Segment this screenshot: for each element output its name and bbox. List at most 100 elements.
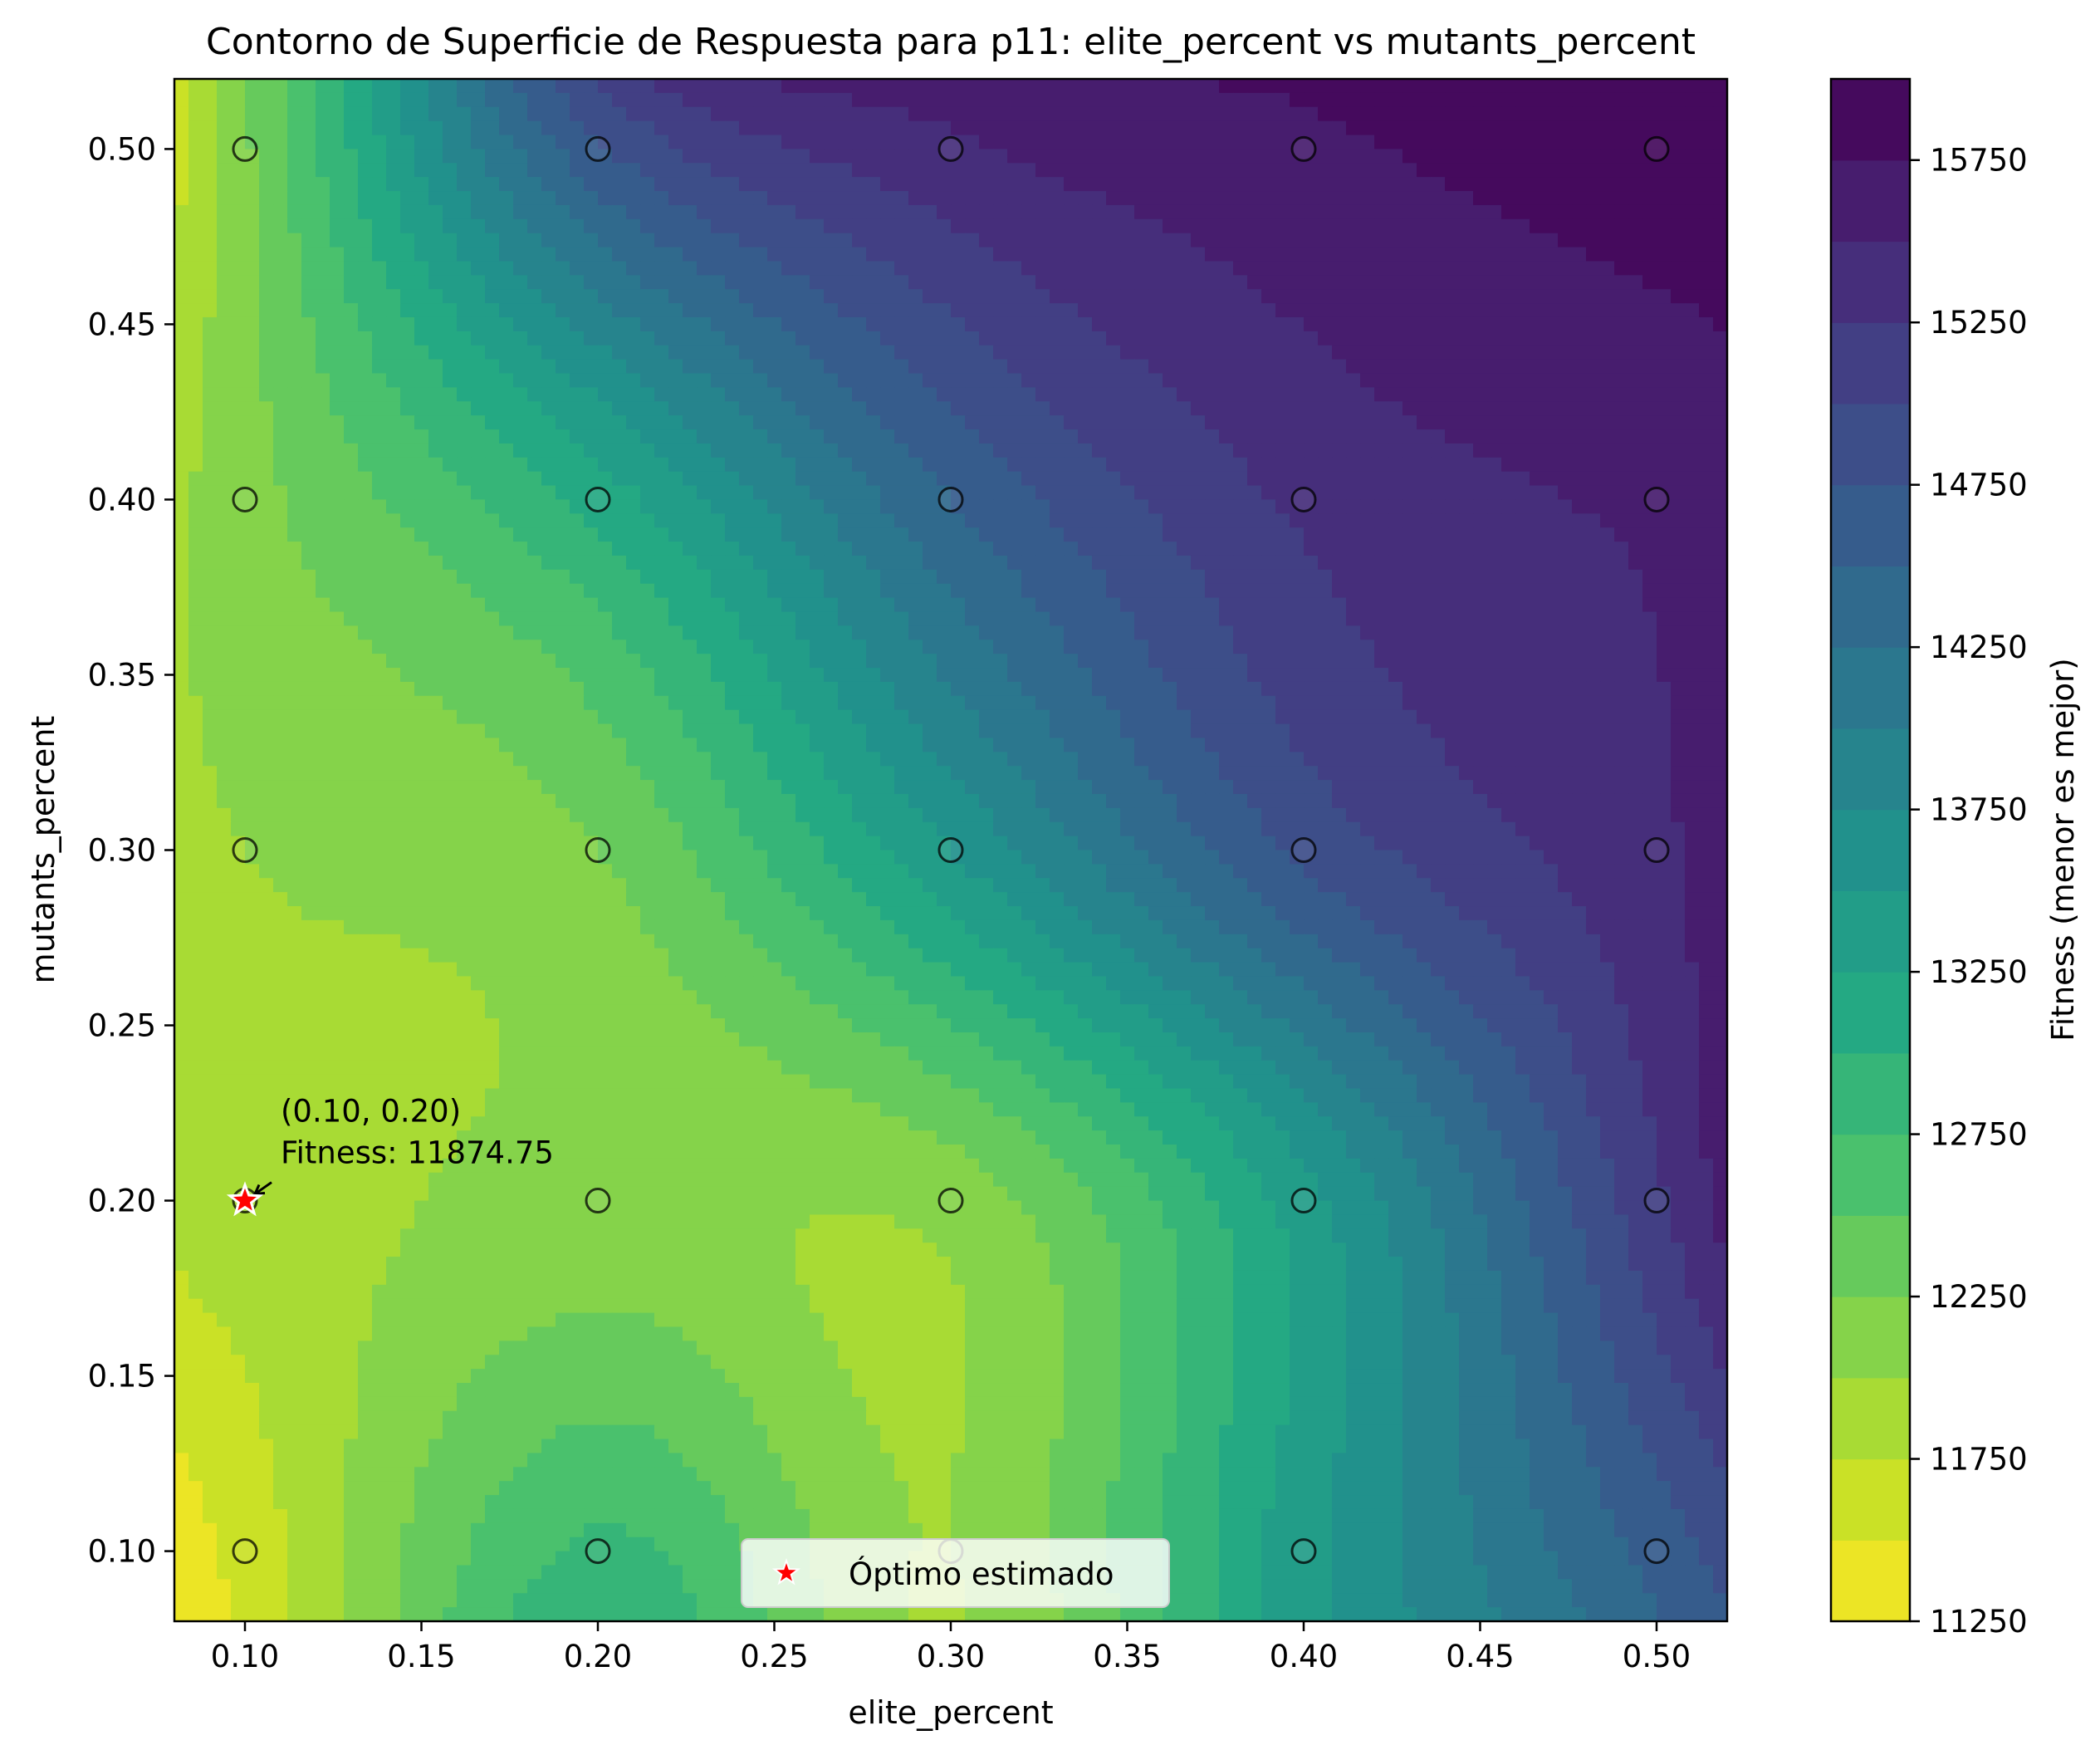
- contour-cell: [1671, 345, 1686, 360]
- contour-cell: [386, 654, 401, 669]
- contour-cell: [457, 204, 472, 220]
- contour-cell: [1501, 527, 1516, 542]
- contour-cell: [612, 135, 627, 150]
- contour-cell: [1685, 597, 1700, 613]
- contour-cell: [471, 316, 486, 332]
- contour-cell: [330, 429, 345, 444]
- contour-cell: [1346, 345, 1361, 360]
- contour-cell: [824, 149, 839, 164]
- contour-cell: [1530, 415, 1544, 430]
- contour-cell: [937, 542, 952, 556]
- contour-cell: [1148, 120, 1163, 136]
- contour-cell: [1233, 429, 1248, 444]
- contour-cell: [1459, 654, 1474, 669]
- contour-cell: [965, 331, 980, 346]
- contour-cell: [1600, 415, 1615, 430]
- contour-cell: [894, 289, 909, 304]
- contour-cell: [1685, 429, 1700, 444]
- contour-cell: [668, 429, 683, 444]
- contour-cell: [612, 625, 627, 641]
- contour-cell: [259, 695, 274, 711]
- contour-cell: [1713, 233, 1727, 248]
- contour-cell: [1233, 106, 1248, 122]
- contour-cell: [259, 583, 274, 599]
- contour-cell: [937, 681, 952, 697]
- contour-cell: [654, 443, 669, 458]
- contour-cell: [386, 542, 401, 556]
- contour-cell: [824, 373, 839, 389]
- contour-cell: [626, 457, 641, 473]
- contour-cell: [1544, 120, 1559, 136]
- contour-cell: [1092, 331, 1107, 346]
- contour-cell: [979, 654, 994, 669]
- contour-cell: [1417, 457, 1432, 473]
- contour-cell: [485, 513, 500, 529]
- contour-cell: [372, 485, 387, 501]
- contour-cell: [330, 597, 345, 613]
- contour-cell: [499, 513, 514, 529]
- contour-cell: [443, 668, 458, 683]
- contour-cell: [1290, 261, 1305, 277]
- contour-cell: [908, 191, 923, 206]
- contour-cell: [725, 471, 740, 487]
- contour-cell: [993, 457, 1008, 473]
- contour-cell: [1261, 681, 1276, 697]
- contour-cell: [1332, 583, 1347, 599]
- contour-cell: [527, 611, 542, 627]
- contour-cell: [188, 457, 203, 473]
- contour-cell: [1628, 373, 1643, 389]
- contour-cell: [1445, 135, 1460, 150]
- contour-cell: [923, 401, 937, 416]
- contour-cell: [513, 555, 528, 571]
- contour-cell: [993, 218, 1008, 234]
- contour-cell: [1713, 625, 1727, 641]
- contour-cell: [640, 149, 655, 164]
- contour-cell: [358, 79, 373, 94]
- contour-cell: [1106, 149, 1121, 164]
- contour-cell: [301, 106, 316, 122]
- contour-cell: [1586, 316, 1601, 332]
- contour-cell: [1332, 92, 1347, 108]
- contour-cell: [1346, 527, 1361, 542]
- contour-cell: [513, 597, 528, 613]
- contour-cell: [259, 401, 274, 416]
- contour-cell: [358, 289, 373, 304]
- contour-cell: [1699, 695, 1714, 711]
- contour-cell: [1332, 316, 1347, 332]
- contour-cell: [584, 92, 599, 108]
- contour-cell: [457, 499, 472, 515]
- contour-cell: [1572, 443, 1587, 458]
- contour-cell: [1191, 204, 1206, 220]
- contour-cell: [541, 485, 556, 501]
- contour-cell: [1657, 527, 1672, 542]
- contour-cell: [1247, 373, 1262, 389]
- contour-cell: [951, 204, 966, 220]
- contour-cell: [1078, 275, 1093, 291]
- contour-cell: [1515, 149, 1530, 164]
- contour-cell: [428, 233, 443, 248]
- contour-cell: [188, 569, 203, 585]
- contour-cell: [1487, 542, 1502, 556]
- contour-cell: [1247, 149, 1262, 164]
- contour-cell: [1064, 597, 1079, 613]
- contour-cell: [979, 359, 994, 375]
- contour-cell: [725, 79, 740, 94]
- contour-cell: [1445, 625, 1460, 641]
- contour-cell: [753, 92, 768, 108]
- contour-cell: [1007, 387, 1022, 403]
- contour-cell: [1134, 597, 1149, 613]
- contour-cell: [443, 569, 458, 585]
- contour-cell: [584, 668, 599, 683]
- contour-cell: [499, 681, 514, 697]
- contour-cell: [1148, 625, 1163, 641]
- contour-cell: [1558, 443, 1573, 458]
- contour-cell: [1304, 247, 1319, 262]
- contour-cell: [1586, 163, 1601, 178]
- contour-cell: [894, 275, 909, 291]
- contour-cell: [1501, 359, 1516, 375]
- contour-cell: [1007, 681, 1022, 697]
- contour-cell: [499, 120, 514, 136]
- contour-cell: [1078, 499, 1093, 515]
- contour-cell: [979, 681, 994, 697]
- contour-cell: [217, 625, 232, 641]
